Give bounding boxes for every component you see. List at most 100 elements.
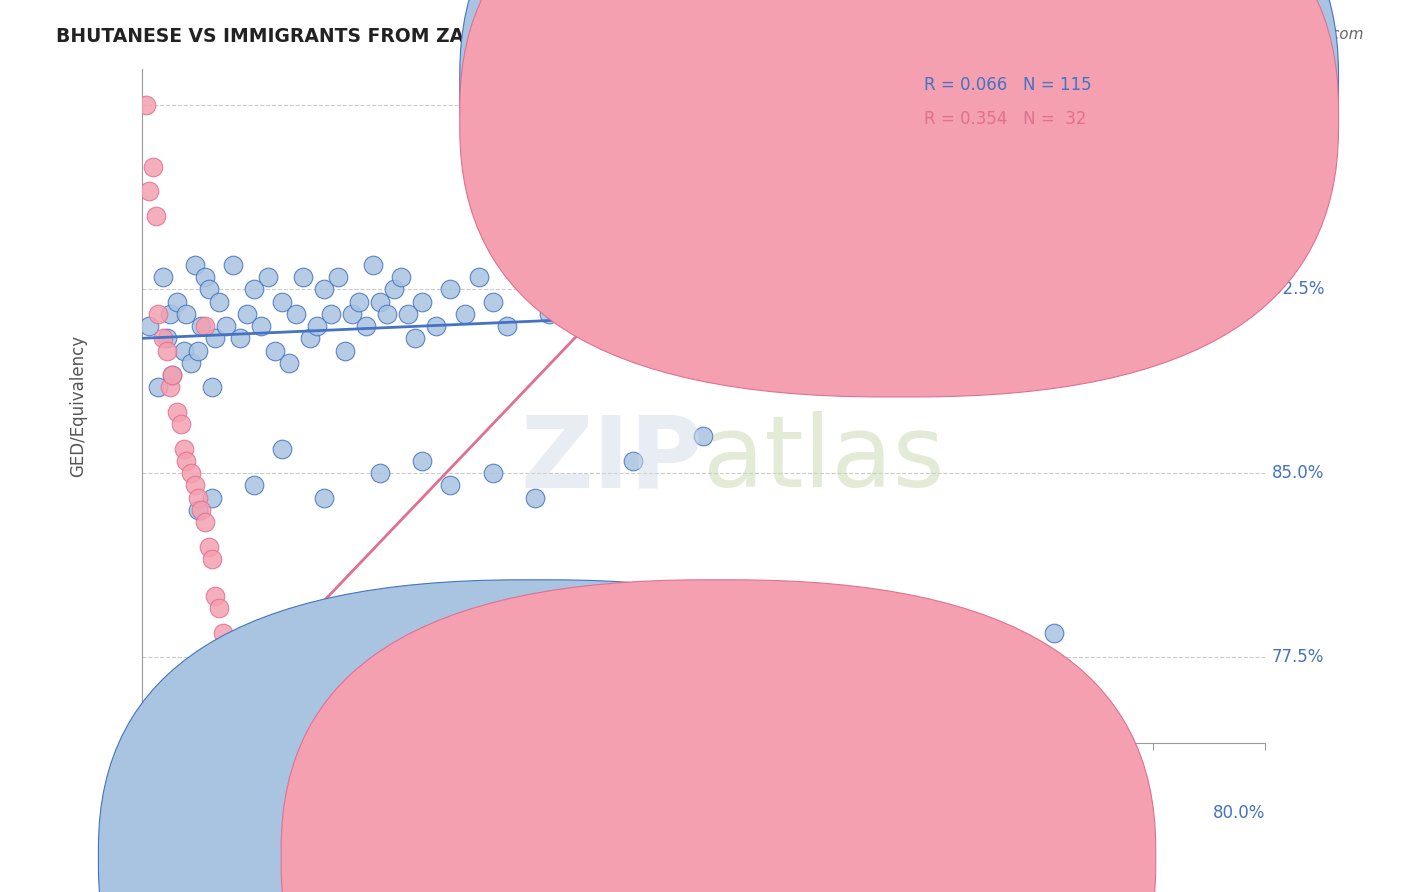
Point xyxy=(636,258,658,272)
Point xyxy=(152,270,174,285)
Point xyxy=(218,674,240,689)
Point xyxy=(176,454,198,468)
Point xyxy=(250,319,273,334)
Point xyxy=(621,245,644,260)
Point xyxy=(198,540,221,554)
Point xyxy=(361,258,384,272)
Point xyxy=(706,282,728,296)
Point xyxy=(156,343,179,358)
Point xyxy=(411,454,433,468)
Point xyxy=(166,294,188,309)
Text: Immigrants from Zaire: Immigrants from Zaire xyxy=(740,848,927,866)
Point xyxy=(162,368,184,383)
Point xyxy=(804,258,827,272)
Point xyxy=(222,699,245,714)
Point xyxy=(180,356,202,370)
Point xyxy=(208,601,231,615)
Point xyxy=(389,270,412,285)
Text: R = 0.354   N =  32: R = 0.354 N = 32 xyxy=(924,110,1087,128)
Point xyxy=(368,467,391,481)
Point xyxy=(198,282,221,296)
Point xyxy=(650,282,672,296)
Point xyxy=(664,270,686,285)
Point xyxy=(404,331,426,345)
Point xyxy=(184,258,207,272)
Point xyxy=(208,294,231,309)
Point xyxy=(292,270,315,285)
Point xyxy=(347,294,370,309)
Point xyxy=(243,736,266,750)
Point xyxy=(148,307,170,321)
Point xyxy=(340,674,363,689)
Point xyxy=(375,307,398,321)
Point xyxy=(314,491,336,505)
Point xyxy=(176,307,198,321)
Text: 100.0%: 100.0% xyxy=(1272,96,1334,114)
Point xyxy=(159,307,181,321)
Point xyxy=(579,258,602,272)
Point xyxy=(396,307,419,321)
Point xyxy=(148,380,170,394)
Point xyxy=(678,233,700,247)
Point xyxy=(215,650,238,665)
Text: BHUTANESE VS IMMIGRANTS FROM ZAIRE GED/EQUIVALENCY CORRELATION CHART: BHUTANESE VS IMMIGRANTS FROM ZAIRE GED/E… xyxy=(56,27,934,45)
Point xyxy=(187,343,209,358)
Point xyxy=(215,650,238,665)
Point xyxy=(481,467,503,481)
Point xyxy=(382,282,405,296)
Point xyxy=(333,343,356,358)
Point xyxy=(257,736,280,750)
Point xyxy=(170,417,193,432)
Point xyxy=(411,294,433,309)
Point xyxy=(243,282,266,296)
Point xyxy=(523,491,546,505)
Point xyxy=(173,343,195,358)
Point xyxy=(190,503,212,517)
Point xyxy=(692,270,714,285)
Point xyxy=(565,294,588,309)
Point xyxy=(236,307,259,321)
Text: R = 0.066   N = 115: R = 0.066 N = 115 xyxy=(924,76,1091,94)
Point xyxy=(229,331,252,345)
Point xyxy=(748,258,770,272)
Point xyxy=(1114,282,1136,296)
Point xyxy=(194,270,217,285)
Point xyxy=(173,442,195,456)
Point xyxy=(257,270,280,285)
Point xyxy=(264,343,287,358)
Text: GED/Equivalency: GED/Equivalency xyxy=(69,334,87,477)
Point xyxy=(180,467,202,481)
Point xyxy=(159,380,181,394)
Point xyxy=(607,270,630,285)
Text: atlas: atlas xyxy=(703,411,945,508)
Point xyxy=(762,294,785,309)
Point xyxy=(142,160,165,174)
Point xyxy=(425,319,447,334)
Point xyxy=(523,282,546,296)
Point xyxy=(734,245,756,260)
Point xyxy=(152,331,174,345)
Point xyxy=(204,589,226,603)
Point xyxy=(326,270,349,285)
Point xyxy=(162,368,184,383)
Point xyxy=(621,454,644,468)
Point xyxy=(481,294,503,309)
Text: 92.5%: 92.5% xyxy=(1272,280,1324,298)
Point xyxy=(156,331,179,345)
Point xyxy=(138,184,160,198)
Point xyxy=(299,331,322,345)
Text: Bhutanese: Bhutanese xyxy=(557,848,645,866)
Point xyxy=(720,258,742,272)
Text: 80.0%: 80.0% xyxy=(1212,805,1265,822)
Point xyxy=(194,319,217,334)
Point xyxy=(551,270,574,285)
Point xyxy=(194,516,217,530)
Point xyxy=(278,356,301,370)
Point xyxy=(187,491,209,505)
Point xyxy=(917,245,939,260)
Text: 85.0%: 85.0% xyxy=(1272,464,1324,483)
Point xyxy=(271,442,294,456)
Point xyxy=(187,503,209,517)
Point xyxy=(973,638,995,652)
Point xyxy=(285,307,308,321)
